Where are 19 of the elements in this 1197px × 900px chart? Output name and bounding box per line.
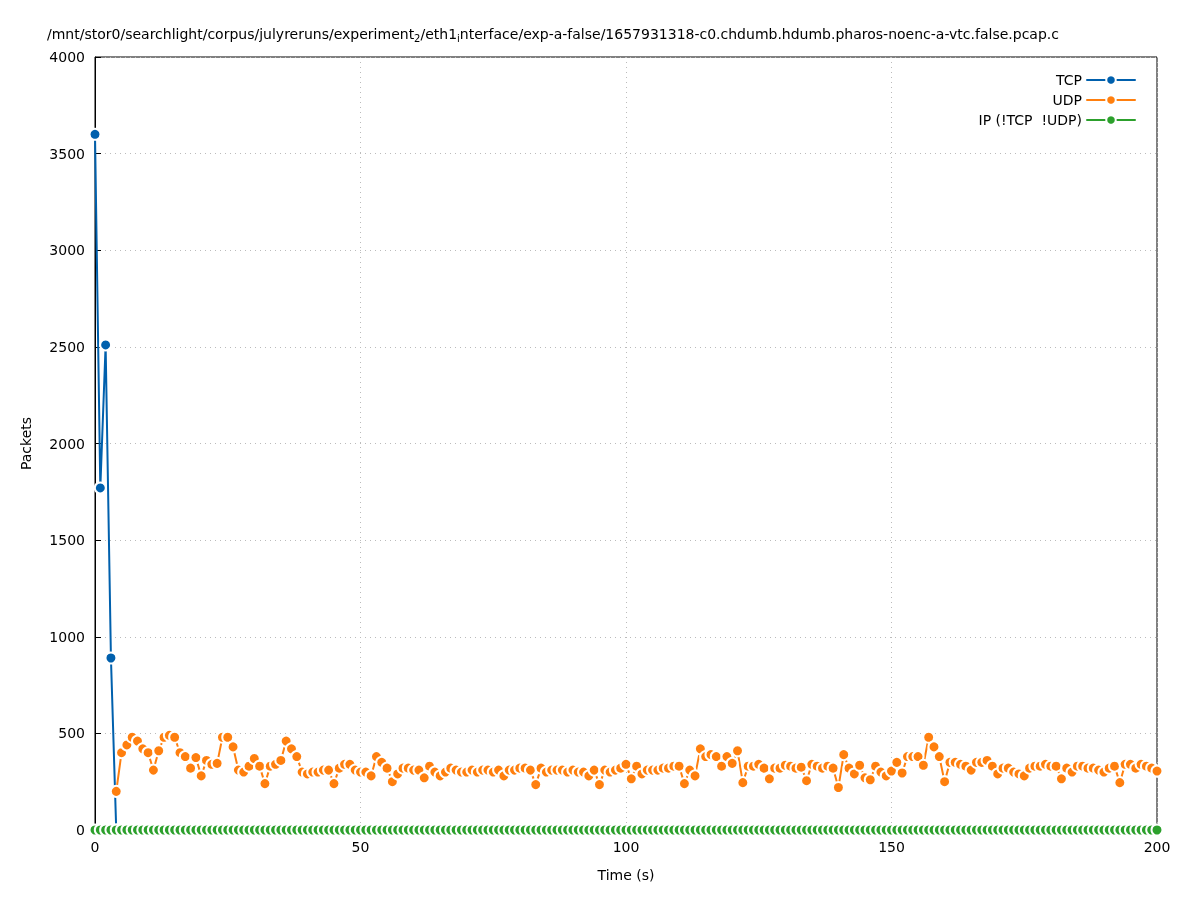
y-tick-label: 2500 [49, 338, 85, 355]
y-tick-label: 500 [58, 725, 85, 742]
y-axis-title: Packets [18, 416, 34, 471]
legend-label: TCP [1055, 72, 1082, 88]
x-tick-label: 150 [878, 839, 905, 855]
legend-label: UDP [1052, 92, 1082, 108]
x-tick-label: 50 [351, 839, 370, 855]
x-axis-title: Time (s) [596, 867, 655, 883]
x-tick-label: 100 [612, 839, 640, 855]
x-tick-label: 0 [90, 839, 100, 855]
y-tick-label: 1000 [49, 628, 85, 645]
y-tick-label: 1500 [49, 532, 85, 549]
y-tick-label: 3000 [49, 242, 85, 259]
y-tick-label: 3500 [49, 145, 85, 162]
legend-label: IP (!TCP !UDP) [978, 112, 1082, 128]
y-tick-label: 4000 [49, 49, 85, 65]
x-tick-label: 200 [1143, 839, 1171, 855]
y-tick-label: 2000 [49, 435, 85, 452]
y-tick-label: 0 [76, 822, 85, 838]
